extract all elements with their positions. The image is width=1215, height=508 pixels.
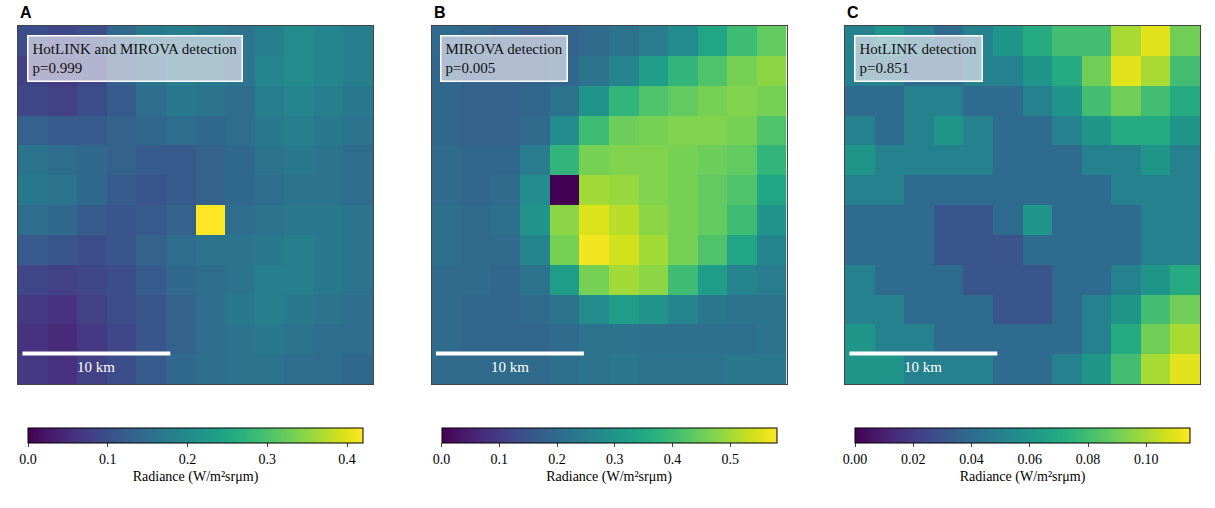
svg-text:0.5: 0.5 <box>722 452 740 467</box>
svg-text:HotLINK detectionp=0.851: HotLINK detectionp=0.851 <box>860 41 978 77</box>
svg-text:HotLINK and MIROVA detectionp=: HotLINK and MIROVA detectionp=0.999 <box>33 41 238 77</box>
svg-text:0.0: 0.0 <box>19 452 37 467</box>
svg-text:B: B <box>434 4 446 21</box>
svg-text:0.02: 0.02 <box>901 452 926 467</box>
svg-text:0.2: 0.2 <box>548 452 566 467</box>
svg-text:0.1: 0.1 <box>99 452 117 467</box>
svg-text:0.00: 0.00 <box>843 452 868 467</box>
svg-text:0.3: 0.3 <box>606 452 624 467</box>
svg-text:0.4: 0.4 <box>664 452 682 467</box>
svg-text:0.2: 0.2 <box>179 452 197 467</box>
svg-text:0.06: 0.06 <box>1018 452 1043 467</box>
svg-text:10 km: 10 km <box>904 359 942 375</box>
svg-text:10 km: 10 km <box>77 359 115 375</box>
svg-text:Radiance (W/m²srμm): Radiance (W/m²srμm) <box>133 469 259 485</box>
svg-text:A: A <box>20 4 32 21</box>
svg-text:0.04: 0.04 <box>959 452 984 467</box>
svg-text:0.10: 0.10 <box>1134 452 1159 467</box>
svg-text:0.4: 0.4 <box>338 452 356 467</box>
svg-text:Radiance (W/m²srμm): Radiance (W/m²srμm) <box>960 469 1086 485</box>
svg-text:C: C <box>847 4 859 21</box>
svg-text:Radiance (W/m²srμm): Radiance (W/m²srμm) <box>546 469 672 485</box>
svg-text:10 km: 10 km <box>491 359 529 375</box>
svg-text:MIROVA detectionp=0.005: MIROVA detectionp=0.005 <box>446 41 563 77</box>
svg-text:0.08: 0.08 <box>1076 452 1101 467</box>
svg-text:0.0: 0.0 <box>433 452 451 467</box>
svg-text:0.1: 0.1 <box>491 452 509 467</box>
svg-text:0.3: 0.3 <box>259 452 277 467</box>
